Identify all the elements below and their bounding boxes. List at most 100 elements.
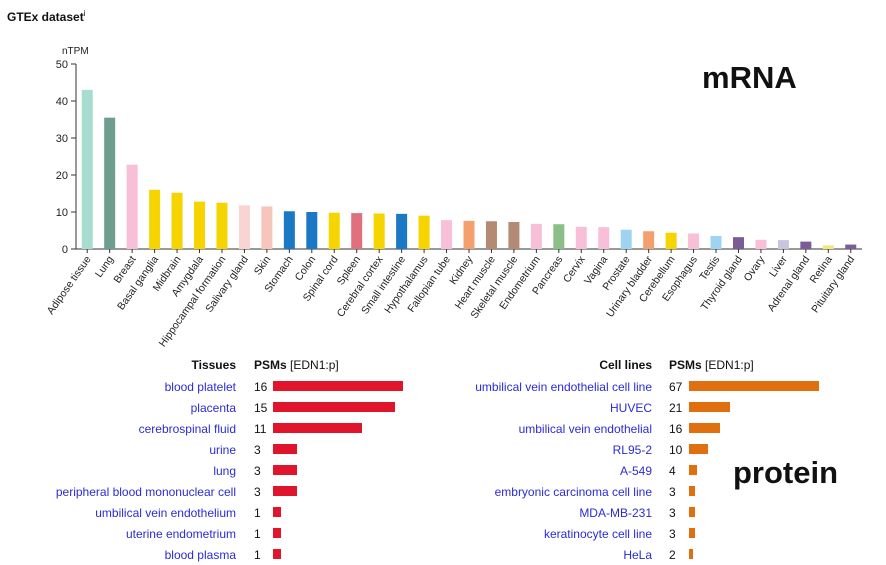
- cellline-row-bar: [689, 549, 693, 559]
- cellline-row-bar: [689, 528, 695, 538]
- tissue-row-label[interactable]: blood plasma: [164, 548, 236, 562]
- bar-adipose-tissue[interactable]: [81, 89, 93, 250]
- bar-skeletal-muscle[interactable]: [508, 221, 520, 249]
- bar-lung[interactable]: [104, 117, 116, 250]
- bar-ovary[interactable]: [755, 239, 767, 249]
- bar-spinal-cord[interactable]: [328, 212, 340, 249]
- tissue-row-label[interactable]: cerebrospinal fluid: [138, 422, 236, 436]
- tissue-row-label[interactable]: umbilical vein endothelium: [95, 506, 236, 520]
- cellline-row-label[interactable]: umbilical vein endothelial: [518, 422, 652, 436]
- bar-cervix[interactable]: [575, 226, 587, 249]
- tissue-row-value: 1: [254, 527, 261, 541]
- tissue-row-value: 3: [254, 464, 261, 478]
- tissues-psm-header: PSMs [EDN1:p]: [254, 358, 339, 372]
- tissue-row-label[interactable]: uterine endometrium: [125, 527, 236, 541]
- bar-small-intestine[interactable]: [396, 213, 408, 249]
- cellline-row-value: 16: [669, 422, 683, 436]
- bar-stomach[interactable]: [283, 211, 295, 249]
- tissue-row-value: 15: [254, 401, 268, 415]
- cellline-row-label[interactable]: HeLa: [623, 548, 652, 562]
- x-tick-label: Ovary: [742, 253, 768, 283]
- bar-amygdala[interactable]: [194, 201, 206, 249]
- bar-testis[interactable]: [710, 236, 722, 249]
- bar-breast[interactable]: [126, 164, 138, 249]
- bar-skin[interactable]: [261, 206, 273, 249]
- tissue-row-bar: [273, 486, 298, 496]
- cellline-row-bar: [689, 423, 721, 433]
- bar-hypothalamus[interactable]: [418, 215, 430, 249]
- bar-colon[interactable]: [306, 212, 318, 249]
- tissue-row-value: 3: [254, 443, 261, 457]
- bar-adrenal-gland[interactable]: [800, 241, 812, 249]
- bar-kidney[interactable]: [463, 220, 475, 249]
- tissue-row-value: 1: [254, 548, 261, 562]
- bar-cerebellum[interactable]: [665, 232, 677, 249]
- tissue-row-label[interactable]: urine: [209, 443, 236, 457]
- bar-pituitary-gland[interactable]: [845, 244, 857, 249]
- cellline-row-value: 21: [669, 401, 683, 415]
- x-tick-label: Skin: [252, 254, 274, 278]
- y-tick-label: 10: [56, 207, 68, 219]
- bar-liver[interactable]: [777, 240, 789, 249]
- y-tick-label: 0: [62, 244, 68, 256]
- bar-vagina[interactable]: [598, 227, 610, 249]
- bar-basal-ganglia[interactable]: [149, 189, 161, 249]
- cellline-row-value: 3: [669, 485, 676, 499]
- cellline-row-bar: [689, 486, 695, 496]
- tissue-row-label[interactable]: blood platelet: [164, 380, 236, 394]
- info-icon[interactable]: i: [83, 9, 86, 18]
- tissue-row-bar: [273, 402, 395, 412]
- tissue-row-bar: [273, 423, 363, 433]
- y-axis-label: nTPM: [62, 46, 89, 57]
- bar-hippocampal-formation[interactable]: [216, 202, 228, 249]
- cellline-row-label[interactable]: RL95-2: [612, 443, 652, 457]
- bar-pancreas[interactable]: [553, 224, 565, 249]
- cellline-row-label[interactable]: A-549: [619, 464, 652, 478]
- tissue-row-label[interactable]: placenta: [190, 401, 236, 415]
- bar-fallopian-tube[interactable]: [441, 220, 453, 249]
- tissue-row-value: 11: [254, 422, 267, 436]
- cellline-row-label[interactable]: HUVEC: [609, 401, 652, 415]
- tissue-row-bar: [273, 507, 282, 517]
- bar-urinary-bladder[interactable]: [643, 231, 655, 249]
- cellline-row-label[interactable]: MDA-MB-231: [579, 506, 652, 520]
- y-tick-label: 40: [56, 96, 68, 108]
- y-tick-label: 30: [56, 133, 68, 145]
- cellline-row-value: 67: [669, 380, 683, 394]
- cellline-row-value: 4: [669, 464, 676, 478]
- cellline-row-value: 10: [669, 443, 683, 457]
- cellline-row-label[interactable]: embryonic carcinoma cell line: [494, 485, 652, 499]
- bar-endometrium[interactable]: [530, 223, 542, 249]
- cellline-row-bar: [689, 465, 697, 475]
- tissue-row-label[interactable]: lung: [213, 464, 236, 478]
- tissue-row-label[interactable]: peripheral blood mononuclear cell: [55, 485, 236, 499]
- bar-prostate[interactable]: [620, 229, 632, 249]
- y-tick-label: 20: [56, 170, 68, 182]
- cellline-row-bar: [689, 402, 730, 412]
- x-tick-label: Adrenal gland: [765, 254, 812, 314]
- cellline-row-label[interactable]: keratinocyte cell line: [543, 527, 652, 541]
- cellline-row-value: 2: [669, 548, 676, 562]
- bar-cerebral-cortex[interactable]: [373, 213, 385, 249]
- tissue-row-value: 16: [254, 380, 268, 394]
- bar-spleen[interactable]: [351, 213, 363, 249]
- bar-thyroid-gland[interactable]: [732, 237, 744, 249]
- tissues-header: Tissues: [191, 358, 236, 372]
- bar-salivary-gland[interactable]: [238, 205, 250, 249]
- cellline-row-label[interactable]: umbilical vein endothelial cell line: [475, 380, 652, 394]
- cellline-row-bar: [689, 444, 709, 454]
- tissue-row-value: 3: [254, 485, 261, 499]
- tissue-row-bar: [273, 528, 282, 538]
- bar-esophagus[interactable]: [688, 233, 700, 249]
- y-tick-label: 50: [56, 59, 68, 71]
- tissue-row-bar: [273, 381, 403, 391]
- celllines-psm-header: PSMs [EDN1:p]: [669, 358, 754, 372]
- tissue-row-bar: [273, 549, 282, 559]
- celllines-header: Cell lines: [599, 358, 652, 372]
- x-tick-label: Adipose tissue: [45, 254, 94, 317]
- cellline-row-value: 3: [669, 527, 676, 541]
- bar-retina[interactable]: [822, 245, 834, 249]
- bar-heart-muscle[interactable]: [485, 221, 497, 249]
- bar-midbrain[interactable]: [171, 192, 183, 249]
